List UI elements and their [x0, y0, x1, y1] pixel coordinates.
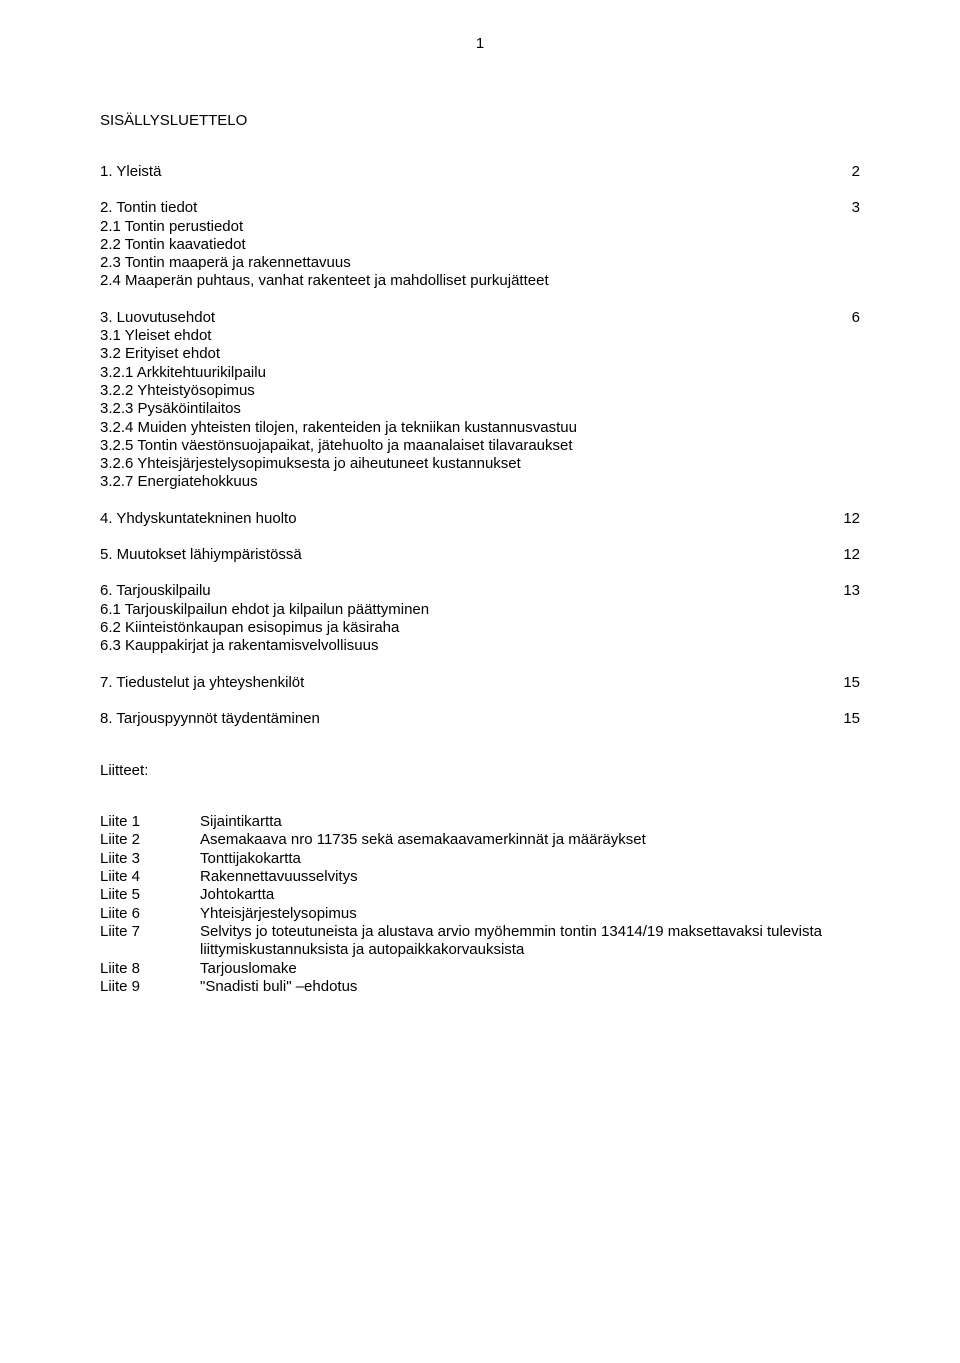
toc-sub-entry: 6.3 Kauppakirjat ja rakentamisvelvollisu…	[100, 637, 820, 655]
toc-page-number: 6	[820, 309, 860, 492]
toc-sub-entry: 3.2 Erityiset ehdot	[100, 345, 820, 363]
toc-section: 8. Tarjouspyynnöt täydentäminen15	[100, 710, 860, 728]
toc-section: 5. Muutokset lähiympäristössä12	[100, 546, 860, 564]
attachment-row: Liite 5Johtokartta	[100, 886, 860, 904]
toc-sub-entry: 2.1 Tontin perustiedot	[100, 218, 820, 236]
toc-heading-text: 1. Yleistä	[100, 163, 820, 181]
toc-heading-text: 8. Tarjouspyynnöt täydentäminen	[100, 710, 820, 728]
toc-heading-text: 5. Muutokset lähiympäristössä	[100, 546, 820, 564]
toc-entry: 8. Tarjouspyynnöt täydentäminen15	[100, 710, 860, 728]
toc-page-number: 3	[820, 199, 860, 290]
attachment-label: Liite 1	[100, 813, 200, 831]
toc-entry: 7. Tiedustelut ja yhteyshenkilöt15	[100, 674, 860, 692]
toc-section: 4. Yhdyskuntatekninen huolto12	[100, 510, 860, 528]
toc-section: 2. Tontin tiedot2.1 Tontin perustiedot2.…	[100, 199, 860, 290]
toc-sub-entry: 6.1 Tarjouskilpailun ehdot ja kilpailun …	[100, 601, 820, 619]
toc-heading-text: 3. Luovutusehdot	[100, 309, 820, 327]
toc-section: 1. Yleistä2	[100, 163, 860, 181]
toc-page-number: 15	[820, 674, 860, 692]
toc-entry-heading: 4. Yhdyskuntatekninen huolto	[100, 510, 820, 528]
attachment-label: Liite 6	[100, 905, 200, 923]
attachment-label: Liite 2	[100, 831, 200, 849]
document-page: 1 SISÄLLYSLUETTELO 1. Yleistä22. Tontin …	[0, 0, 960, 1036]
toc-section: 6. Tarjouskilpailu6.1 Tarjouskilpailun e…	[100, 582, 860, 655]
attachment-row: Liite 1Sijaintikartta	[100, 813, 860, 831]
attachment-text: Tonttijakokartta	[200, 850, 860, 868]
toc-sub-entry: 3.2.2 Yhteistyösopimus	[100, 382, 820, 400]
attachment-text: Asemakaava nro 11735 sekä asemakaavamerk…	[200, 831, 860, 849]
toc-title: SISÄLLYSLUETTELO	[100, 112, 860, 129]
toc-entry: 2. Tontin tiedot2.1 Tontin perustiedot2.…	[100, 199, 860, 290]
attachment-row: Liite 2Asemakaava nro 11735 sekä asemaka…	[100, 831, 860, 849]
attachment-row: Liite 3Tonttijakokartta	[100, 850, 860, 868]
toc-sub-entry: 2.3 Tontin maaperä ja rakennettavuus	[100, 254, 820, 272]
toc-sub-entry: 3.2.7 Energiatehokkuus	[100, 473, 820, 491]
toc-entry-heading: 7. Tiedustelut ja yhteyshenkilöt	[100, 674, 820, 692]
toc-entry-heading: 2. Tontin tiedot2.1 Tontin perustiedot2.…	[100, 199, 820, 290]
toc-entry-heading: 1. Yleistä	[100, 163, 820, 181]
attachment-label: Liite 9	[100, 978, 200, 996]
toc-sub-entry: 2.4 Maaperän puhtaus, vanhat rakenteet j…	[100, 272, 820, 290]
attachment-row: Liite 9"Snadisti buli" –ehdotus	[100, 978, 860, 996]
toc-page-number: 12	[820, 510, 860, 528]
attachment-row: Liite 6Yhteisjärjestelysopimus	[100, 905, 860, 923]
attachment-row: Liite 8Tarjouslomake	[100, 960, 860, 978]
toc-sub-entry: 3.2.3 Pysäköintilaitos	[100, 400, 820, 418]
toc-sub-entry: 3.2.6 Yhteisjärjestelysopimuksesta jo ai…	[100, 455, 820, 473]
toc-sub-entry: 3.2.1 Arkkitehtuurikilpailu	[100, 364, 820, 382]
attachment-row: Liite 7Selvitys jo toteutuneista ja alus…	[100, 923, 860, 960]
toc-entry: 1. Yleistä2	[100, 163, 860, 181]
toc-entry: 5. Muutokset lähiympäristössä12	[100, 546, 860, 564]
toc-entry: 6. Tarjouskilpailu6.1 Tarjouskilpailun e…	[100, 582, 860, 655]
toc-entry: 4. Yhdyskuntatekninen huolto12	[100, 510, 860, 528]
toc-section: 7. Tiedustelut ja yhteyshenkilöt15	[100, 674, 860, 692]
toc-heading-text: 2. Tontin tiedot	[100, 199, 820, 217]
attachment-label: Liite 7	[100, 923, 200, 960]
toc-entry: 3. Luovutusehdot3.1 Yleiset ehdot3.2 Eri…	[100, 309, 860, 492]
toc-entry-heading: 3. Luovutusehdot3.1 Yleiset ehdot3.2 Eri…	[100, 309, 820, 492]
attachment-row: Liite 4Rakennettavuusselvitys	[100, 868, 860, 886]
attachments-heading: Liitteet:	[100, 762, 860, 779]
attachment-text: Johtokartta	[200, 886, 860, 904]
attachment-text: Rakennettavuusselvitys	[200, 868, 860, 886]
attachment-text: Sijaintikartta	[200, 813, 860, 831]
attachment-text: "Snadisti buli" –ehdotus	[200, 978, 860, 996]
toc-entry-heading: 5. Muutokset lähiympäristössä	[100, 546, 820, 564]
toc-sub-entry: 2.2 Tontin kaavatiedot	[100, 236, 820, 254]
toc-sub-entry: 3.2.5 Tontin väestönsuojapaikat, jätehuo…	[100, 437, 820, 455]
toc-section: 3. Luovutusehdot3.1 Yleiset ehdot3.2 Eri…	[100, 309, 860, 492]
toc-heading-text: 6. Tarjouskilpailu	[100, 582, 820, 600]
toc-heading-text: 7. Tiedustelut ja yhteyshenkilöt	[100, 674, 820, 692]
attachment-label: Liite 4	[100, 868, 200, 886]
toc-page-number: 2	[820, 163, 860, 181]
attachment-label: Liite 8	[100, 960, 200, 978]
toc-sub-entry: 6.2 Kiinteistönkaupan esisopimus ja käsi…	[100, 619, 820, 637]
toc-entry-heading: 8. Tarjouspyynnöt täydentäminen	[100, 710, 820, 728]
toc-page-number: 13	[820, 582, 860, 655]
toc-sub-entry: 3.1 Yleiset ehdot	[100, 327, 820, 345]
toc-page-number: 12	[820, 546, 860, 564]
toc-body: 1. Yleistä22. Tontin tiedot2.1 Tontin pe…	[100, 163, 860, 728]
attachment-text: Yhteisjärjestelysopimus	[200, 905, 860, 923]
toc-page-number: 15	[820, 710, 860, 728]
attachment-text: Tarjouslomake	[200, 960, 860, 978]
attachment-label: Liite 3	[100, 850, 200, 868]
attachments-list: Liite 1SijaintikarttaLiite 2Asemakaava n…	[100, 813, 860, 996]
toc-heading-text: 4. Yhdyskuntatekninen huolto	[100, 510, 820, 528]
attachment-label: Liite 5	[100, 886, 200, 904]
toc-entry-heading: 6. Tarjouskilpailu6.1 Tarjouskilpailun e…	[100, 582, 820, 655]
toc-sub-entry: 3.2.4 Muiden yhteisten tilojen, rakentei…	[100, 419, 820, 437]
attachment-text: Selvitys jo toteutuneista ja alustava ar…	[200, 923, 860, 960]
page-number: 1	[100, 35, 860, 52]
